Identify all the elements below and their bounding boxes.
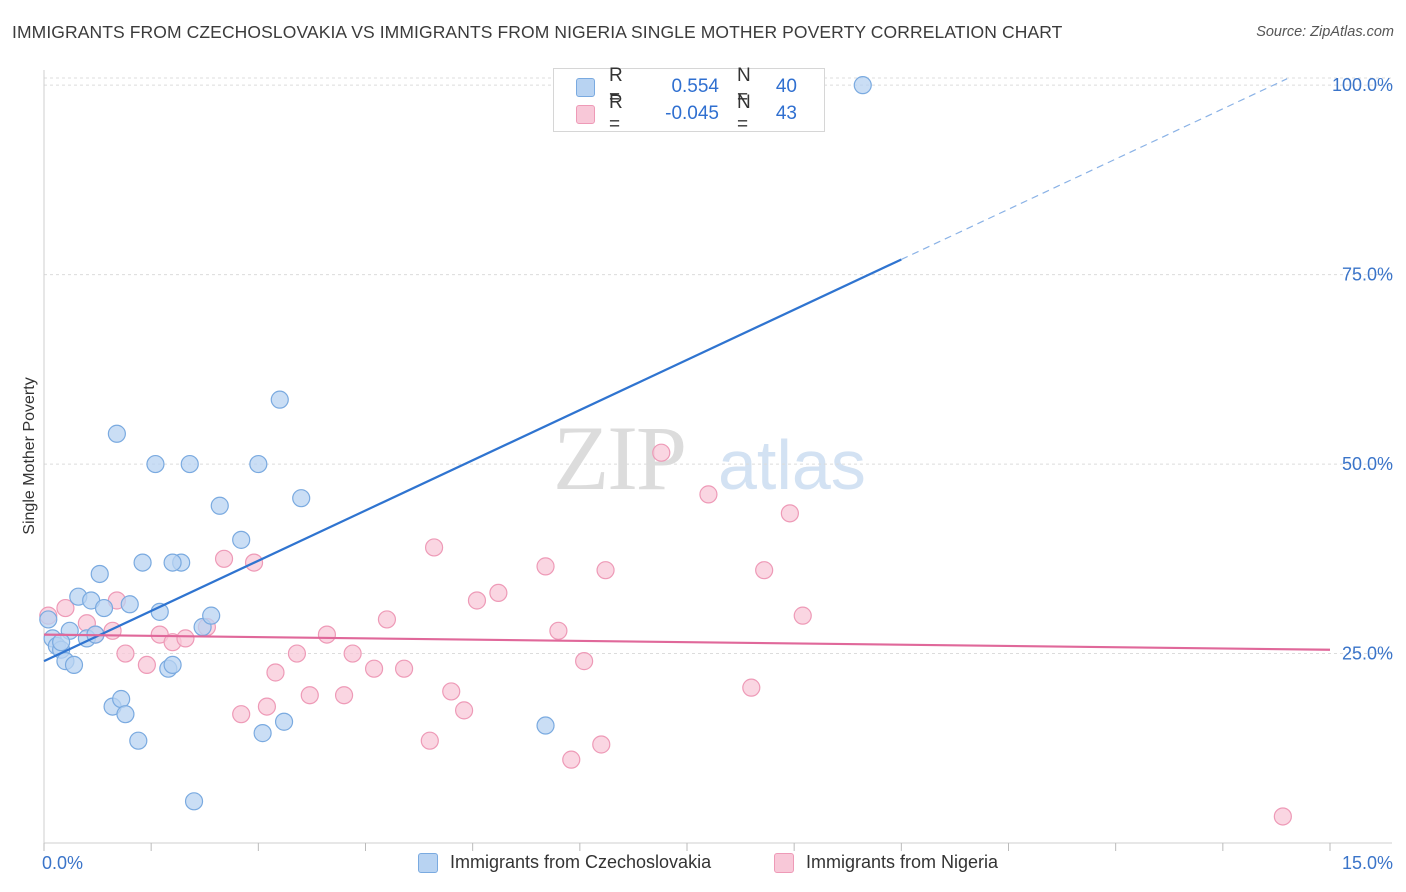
point-nigeria — [742, 678, 761, 697]
y-tick-label: 25.0% — [1342, 644, 1393, 664]
y-tick-label: 50.0% — [1342, 454, 1393, 474]
point-nigeria — [377, 610, 397, 629]
point-nigeria — [176, 629, 195, 648]
point-nigeria — [394, 659, 414, 678]
x-tick-label: 0.0% — [42, 853, 83, 873]
y-tick-label: 75.0% — [1342, 265, 1393, 285]
point-czechoslovakia — [116, 705, 135, 724]
point-czechoslovakia — [52, 633, 71, 652]
point-nigeria — [334, 686, 354, 705]
legend-n-label: N = — [737, 92, 751, 135]
point-czechoslovakia — [146, 454, 165, 474]
legend-swatch-blue — [418, 852, 438, 873]
point-czechoslovakia — [184, 792, 204, 811]
legend-r-value: 0.554 — [671, 76, 719, 97]
point-czechoslovakia — [232, 530, 251, 549]
x-tick-label: 15.0% — [1342, 853, 1393, 873]
point-nigeria — [793, 606, 812, 625]
point-nigeria — [467, 591, 487, 610]
point-nigeria — [364, 659, 384, 678]
point-czechoslovakia — [210, 496, 229, 515]
point-nigeria — [214, 549, 234, 568]
point-nigeria — [442, 682, 461, 701]
point-nigeria — [424, 538, 444, 557]
point-nigeria — [652, 443, 671, 462]
legend-label-czechoslovakia: Immigrants from Czechoslovakia — [450, 852, 712, 872]
point-nigeria — [56, 598, 75, 618]
point-czechoslovakia — [249, 454, 268, 474]
legend-r-value: -0.045 — [665, 103, 719, 124]
legend-n-label: N = — [737, 65, 751, 108]
point-czechoslovakia — [253, 724, 272, 743]
point-nigeria — [137, 655, 156, 675]
point-czechoslovakia — [536, 716, 555, 735]
point-czechoslovakia — [39, 610, 58, 629]
source-credit: Source: ZipAtlas.com — [1256, 24, 1394, 40]
legend-r-label: R = — [609, 92, 623, 135]
trendline-czechoslovakia-extension — [901, 78, 1288, 261]
point-czechoslovakia — [853, 76, 872, 95]
point-nigeria — [562, 750, 581, 769]
point-czechoslovakia — [202, 606, 221, 625]
point-nigeria — [116, 644, 135, 663]
point-nigeria — [755, 561, 774, 580]
point-nigeria — [549, 621, 568, 640]
legend-swatch-pink — [774, 852, 794, 873]
point-czechoslovakia — [292, 489, 311, 508]
point-czechoslovakia — [94, 598, 114, 618]
point-czechoslovakia — [129, 731, 148, 750]
point-nigeria — [420, 731, 439, 750]
point-czechoslovakia — [107, 424, 126, 443]
point-nigeria — [343, 644, 362, 663]
point-czechoslovakia — [90, 564, 109, 584]
legend-n-value: 40 — [775, 76, 797, 97]
point-nigeria — [300, 686, 319, 705]
point-czechoslovakia — [274, 712, 294, 731]
legend-item-czechoslovakia: Immigrants from Czechoslovakia — [418, 852, 711, 873]
point-czechoslovakia — [133, 553, 152, 572]
legend-label-nigeria: Immigrants from Nigeria — [806, 852, 999, 872]
watermark-atlas: atlas — [718, 426, 866, 504]
legend-r-label: R = — [609, 65, 623, 108]
point-czechoslovakia — [270, 390, 289, 409]
legend-swatch-blue — [576, 77, 595, 97]
chart-title: IMMIGRANTS FROM CZECHOSLOVAKIA VS IMMIGR… — [12, 22, 1063, 42]
point-czechoslovakia — [64, 655, 84, 675]
point-czechoslovakia — [163, 655, 182, 675]
trendline-nigeria — [43, 633, 1331, 651]
y-tick-label: 100.0% — [1332, 75, 1393, 95]
point-nigeria — [454, 701, 474, 720]
point-nigeria — [489, 583, 508, 603]
point-czechoslovakia — [112, 689, 131, 709]
point-czechoslovakia — [163, 553, 182, 572]
point-nigeria — [287, 644, 307, 663]
point-nigeria — [1273, 807, 1292, 826]
correlation-legend: R = 0.554 N = 40 R = -0.045 N = 43 — [553, 65, 825, 135]
point-nigeria — [575, 652, 594, 671]
series-legend: Immigrants from Czechoslovakia Immigrant… — [0, 852, 1406, 878]
point-nigeria — [232, 705, 251, 724]
legend-n-value: 43 — [775, 103, 797, 124]
trendline-czechoslovakia — [43, 258, 902, 663]
point-nigeria — [536, 557, 555, 576]
legend-row-nigeria: R = -0.045 N = 43 — [576, 92, 797, 135]
point-nigeria — [257, 697, 277, 716]
point-nigeria — [699, 485, 718, 504]
legend-row-czechoslovakia: R = 0.554 N = 40 — [576, 65, 797, 108]
legend-item-nigeria: Immigrants from Nigeria — [774, 852, 998, 873]
point-czechoslovakia — [180, 454, 199, 474]
point-nigeria — [592, 735, 611, 754]
legend-swatch-pink — [576, 104, 595, 124]
point-nigeria — [266, 663, 285, 682]
point-nigeria — [596, 561, 615, 580]
point-nigeria — [780, 504, 799, 523]
point-czechoslovakia — [120, 595, 139, 614]
point-nigeria — [317, 625, 337, 644]
